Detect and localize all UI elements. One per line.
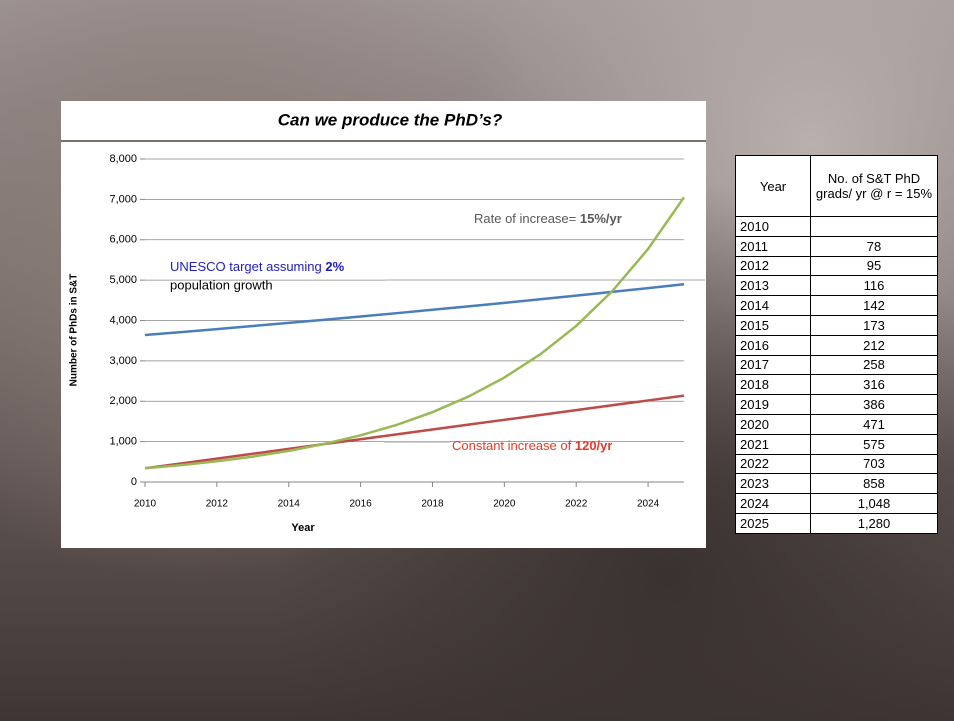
x-axis-title: Year xyxy=(291,522,315,534)
table-cell: 2024 xyxy=(736,494,811,514)
table-cell: 2021 xyxy=(736,434,811,454)
y-tick-label: 2,000 xyxy=(109,395,137,407)
x-tick-label: 2020 xyxy=(493,499,516,510)
table-cell xyxy=(811,217,938,237)
table-cell: 2010 xyxy=(736,217,811,237)
table-cell: 95 xyxy=(811,256,938,276)
x-tick-label: 2016 xyxy=(349,499,372,510)
page: Can we produce the PhD’s? Number of PhDs… xyxy=(0,0,954,721)
y-tick-label: 1,000 xyxy=(109,436,137,448)
annotation-text: population growth xyxy=(170,277,273,292)
table-cell: 2015 xyxy=(736,315,811,335)
table-header: No. of S&T PhD grads/ yr @ r = 15% xyxy=(811,156,938,217)
table-cell: 116 xyxy=(811,276,938,296)
table-cell: 142 xyxy=(811,296,938,316)
table-cell: 258 xyxy=(811,355,938,375)
x-tick-label: 2022 xyxy=(565,499,588,510)
x-tick-label: 2014 xyxy=(278,499,301,510)
table-cell: 2019 xyxy=(736,395,811,415)
chart-panel xyxy=(61,101,706,548)
table-cell: 471 xyxy=(811,414,938,434)
annotation-bold: 2% xyxy=(325,259,344,274)
annotation: UNESCO target assuming 2% xyxy=(170,259,345,274)
table-cell: 2020 xyxy=(736,414,811,434)
x-tick-label: 2010 xyxy=(134,499,157,510)
x-tick-label: 2012 xyxy=(206,499,229,510)
y-tick-label: 4,000 xyxy=(109,314,137,326)
table-cell: 2012 xyxy=(736,256,811,276)
table-cell: 212 xyxy=(811,335,938,355)
y-axis-title: Number of PhDs in S&T xyxy=(69,274,80,387)
y-tick-label: 7,000 xyxy=(109,193,137,205)
table-row: 2010 xyxy=(736,217,938,237)
annotation-text: UNESCO target assuming xyxy=(170,259,322,274)
x-tick-label: 2018 xyxy=(421,499,444,510)
chart-title: Can we produce the PhD’s? xyxy=(278,110,503,129)
annotation-bold: 120/yr xyxy=(575,438,613,453)
y-tick-label: 3,000 xyxy=(109,355,137,367)
table-cell: 2018 xyxy=(736,375,811,395)
table-cell: 316 xyxy=(811,375,938,395)
table-cell: 1,280 xyxy=(811,513,938,533)
table-cell: 2025 xyxy=(736,513,811,533)
annotation: Constant increase of 120/yr xyxy=(452,438,612,453)
table-cell: 575 xyxy=(811,434,938,454)
table-header: Year xyxy=(736,156,811,217)
table-cell: 858 xyxy=(811,474,938,494)
y-tick-label: 6,000 xyxy=(109,234,137,246)
table-cell: 703 xyxy=(811,454,938,474)
y-tick-label: 8,000 xyxy=(109,153,137,165)
table-cell: 2014 xyxy=(736,296,811,316)
annotation-text: Constant increase of xyxy=(452,438,572,453)
table-cell: 2017 xyxy=(736,355,811,375)
table-cell: 1,048 xyxy=(811,494,938,514)
y-tick-label: 0 xyxy=(131,476,137,488)
table-cell: 2023 xyxy=(736,474,811,494)
y-tick-label: 5,000 xyxy=(109,274,137,286)
annotation-text: Rate of increase= xyxy=(474,211,576,226)
table-cell: 386 xyxy=(811,395,938,415)
table-cell: 2016 xyxy=(736,335,811,355)
table-cell: 2011 xyxy=(736,236,811,256)
table-cell: 78 xyxy=(811,236,938,256)
annotation: Rate of increase= 15%/yr xyxy=(474,211,622,226)
table-cell: 173 xyxy=(811,315,938,335)
x-tick-label: 2024 xyxy=(637,499,660,510)
table-cell: 2022 xyxy=(736,454,811,474)
annotation-bold: 15%/yr xyxy=(580,211,622,226)
table-cell: 2013 xyxy=(736,276,811,296)
